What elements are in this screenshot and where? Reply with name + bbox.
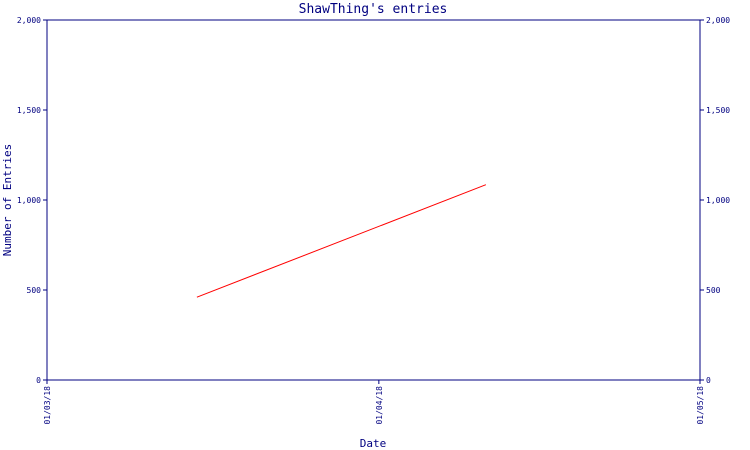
series-layer [196,184,487,298]
y-tick-label-left: 0 [36,376,41,385]
x-axis-label: Date [360,437,387,450]
y-tick-label-left: 2,000 [17,16,41,25]
x-tick-label: 01/05/18 [696,386,705,425]
chart-title: ShawThing's entries [299,2,448,17]
series-line [196,184,487,298]
x-tick-label: 01/03/18 [43,386,52,425]
y-tick-label-right: 1,000 [706,196,730,205]
y-tick-label-right: 1,500 [706,106,730,115]
y-tick-label-right: 500 [706,286,721,295]
y-tick-label-left: 1,500 [17,106,41,115]
y-axis-left: 0 500 1,000 1,500 2,000 [17,16,47,385]
x-axis: 01/03/18 01/04/18 01/05/18 [43,380,705,425]
plot-frame [46,19,701,381]
y-axis-right: 0 500 1,000 1,500 2,000 [700,16,730,385]
y-tick-label-left: 1,000 [17,196,41,205]
y-axis-label: Number of Entries [1,144,14,257]
y-tick-label-right: 2,000 [706,16,730,25]
x-tick-label: 01/04/18 [375,386,384,425]
y-tick-label-left: 500 [27,286,42,295]
y-tick-label-right: 0 [706,376,711,385]
